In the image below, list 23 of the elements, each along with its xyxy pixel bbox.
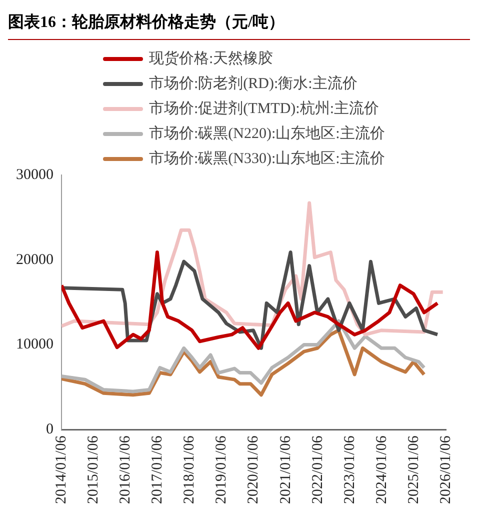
x-tick-label: 2018/01/06 <box>182 435 198 504</box>
x-tick-label: 2020/01/06 <box>246 435 262 504</box>
legend-label: 市场价:促进剂(TMTD):杭州:主流价 <box>149 99 379 118</box>
x-tick-label: 2025/01/06 <box>406 435 422 504</box>
x-tick-label: 2019/01/06 <box>214 435 230 504</box>
x-tick-label: 2017/01/06 <box>150 435 166 504</box>
chart-title: 图表16：轮胎原材料价格走势（元/吨） <box>8 8 470 40</box>
x-tick-label: 2016/01/06 <box>117 435 134 504</box>
legend-label: 市场价:碳黑(N330):山东地区:主流价 <box>149 149 385 168</box>
legend-label: 现货价格:天然橡胶 <box>149 50 274 68</box>
x-tick-label: 2026/01/06 <box>438 435 454 504</box>
y-tick-label: 0 <box>46 422 54 438</box>
x-tick-label: 2023/01/06 <box>342 435 358 504</box>
x-tick-label: 2022/01/06 <box>310 435 326 504</box>
y-tick-label: 10000 <box>16 336 54 353</box>
x-tick-label: 2024/01/06 <box>374 435 390 504</box>
y-tick-label: 20000 <box>16 252 54 268</box>
legend-label: 市场价:防老剂(RD):衡水:主流价 <box>149 74 358 93</box>
y-tick-label: 30000 <box>16 166 54 183</box>
x-tick-label: 2021/01/06 <box>278 435 294 504</box>
legend-label: 市场价:碳黑(N220):山东地区:主流价 <box>149 124 385 143</box>
x-tick-label: 2015/01/06 <box>85 435 102 504</box>
x-tick-label: 2014/01/06 <box>53 435 70 504</box>
